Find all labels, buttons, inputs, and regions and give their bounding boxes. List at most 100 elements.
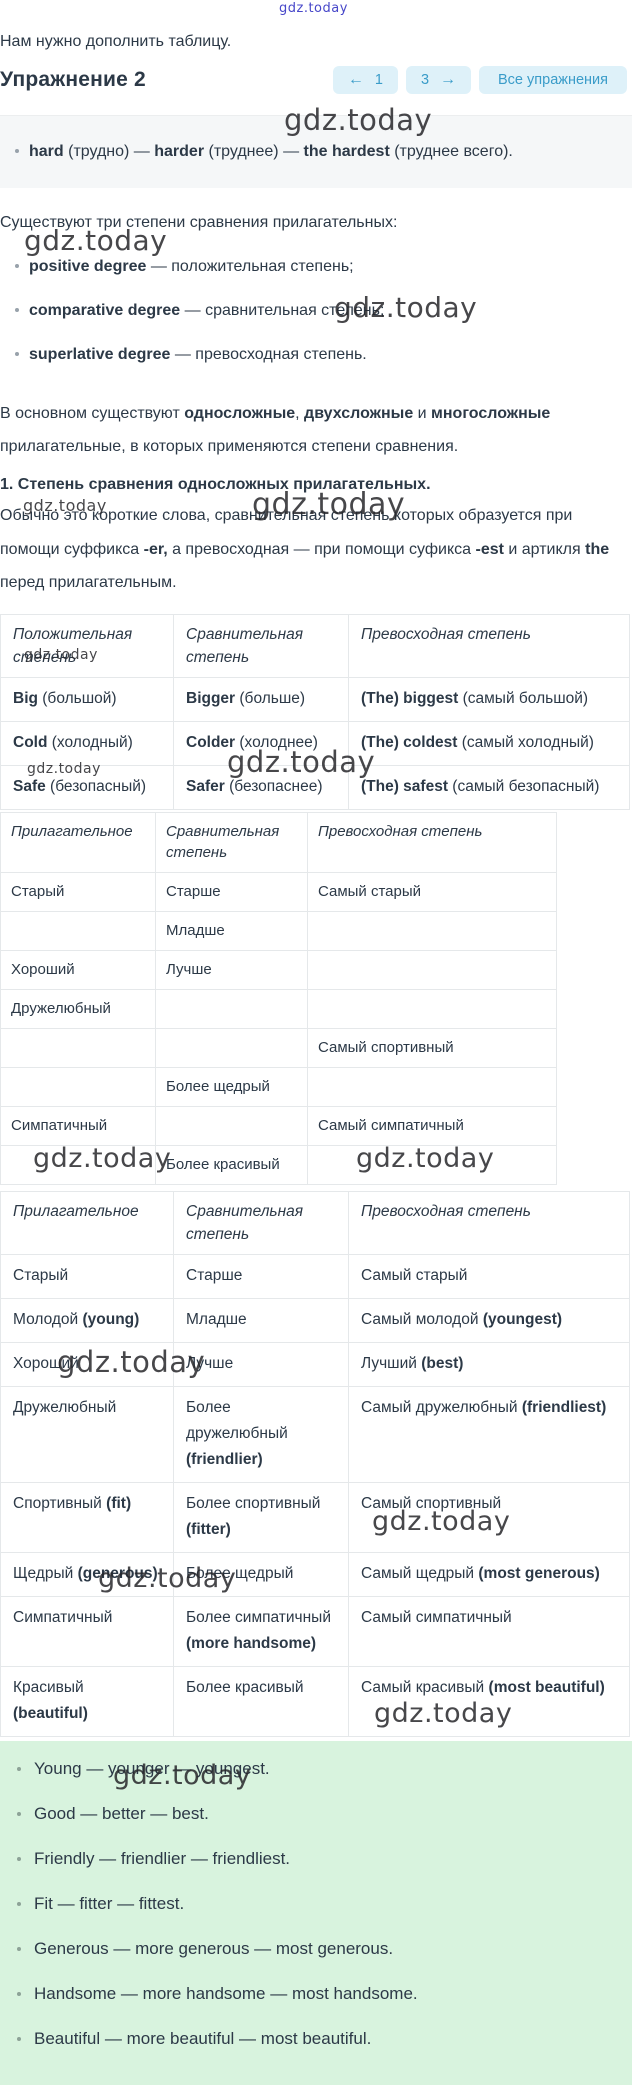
table-cell xyxy=(307,1144,557,1185)
table-cell xyxy=(155,1105,308,1146)
table-cell xyxy=(0,1027,156,1068)
table-cell: Хороший xyxy=(0,1341,174,1387)
table-cell: Симпатичный xyxy=(0,1105,156,1146)
list-item: Friendly — friendlier — friendliest. xyxy=(0,1848,632,1870)
list-item: Good — better — best. xyxy=(0,1803,632,1825)
prev-exercise-button[interactable]: ← 1 xyxy=(332,66,398,94)
table-cell: Safe (безопасный) xyxy=(0,764,174,810)
table-cell xyxy=(307,988,557,1029)
task-intro-text: Нам нужно дополнить таблицу. xyxy=(0,33,232,50)
column-header: Сравнительная степень xyxy=(173,1190,349,1255)
list-item-text: Beautiful — more beautiful — most beauti… xyxy=(34,2028,372,2048)
table-cell: Лучше xyxy=(155,949,308,990)
answer-example-panel: hard (трудно) — harder (труднее) — the h… xyxy=(0,115,632,188)
degrees-list: positive degree — положительная степень;… xyxy=(0,256,632,365)
next-exercise-button[interactable]: 3 → xyxy=(405,66,472,94)
list-item: superlative degree — превосходная степен… xyxy=(0,344,632,365)
table-row: Более щедрый xyxy=(0,1066,557,1107)
table-cell: Более красивый xyxy=(173,1665,349,1737)
table-header-row: Прилагательное Сравнительная степень Прево… xyxy=(0,811,557,873)
table-row: Хороший Лучше xyxy=(0,949,557,990)
table-cell: Самый старый xyxy=(348,1253,630,1299)
bullet-dot xyxy=(17,1991,21,1996)
list-item: Beautiful — more beautiful — most beauti… xyxy=(0,2028,632,2050)
column-header: Сравнительная степень xyxy=(173,613,349,678)
table-cell: Красивый (beautiful) xyxy=(0,1665,174,1737)
arrow-left-icon: ← xyxy=(347,71,364,88)
table-cell: Самый спортивный xyxy=(307,1027,557,1068)
table-cell: Более дружелюбный (friendlier) xyxy=(173,1385,349,1483)
table-row: Safe (безопасный) Safer (безопаснее) (The)… xyxy=(0,764,630,810)
table-cell: Младше xyxy=(173,1297,349,1343)
column-header: Прилагательное xyxy=(0,811,156,873)
table-cell: Самый красивый (most beautiful) xyxy=(348,1665,630,1737)
table-cell xyxy=(0,1066,156,1107)
list-item-text: positive degree — положительная степень; xyxy=(29,258,354,275)
bullet-dot xyxy=(15,308,19,312)
table-cell: Молодой (young) xyxy=(0,1297,174,1343)
gdz-watermark: gdz.today xyxy=(279,1,348,16)
table-cell: Самый щедрый (most generous) xyxy=(348,1551,630,1597)
table-cell: Лучше xyxy=(173,1341,349,1387)
bullet-dot xyxy=(17,2036,21,2041)
table-row: Дружелюбный xyxy=(0,988,557,1029)
table-cell xyxy=(307,949,557,990)
table-row: Самый спортивный xyxy=(0,1027,557,1068)
table-cell: Самый спортивный xyxy=(348,1481,630,1553)
column-header: Положительная степень xyxy=(0,613,174,678)
table-cell: Спортивный (fit) xyxy=(0,1481,174,1553)
table-cell: Colder (холоднее) xyxy=(173,720,349,766)
table-cell: Старше xyxy=(173,1253,349,1299)
table-row: Молодой (young) Младше Самый молодой (youn… xyxy=(0,1297,630,1343)
syllables-paragraph: В основном существуют односложные, двухс… xyxy=(0,405,551,455)
table-row: Big (большой) Bigger (больше) (The) bigges… xyxy=(0,676,630,722)
exercise-nav: ← 1 3 → Все упражнения xyxy=(332,66,627,94)
table-cell xyxy=(307,1066,557,1107)
table-cell xyxy=(155,1027,308,1068)
table-row: Симпатичный Самый симпатичный xyxy=(0,1105,557,1146)
list-item: positive degree — положительная степень; xyxy=(0,256,632,277)
table-cell: Лучший (best) xyxy=(348,1341,630,1387)
table-header-row: Прилагательное Сравнительная степень Прево… xyxy=(0,1190,630,1255)
bullet-dot xyxy=(17,1811,21,1816)
column-header: Превосходная степень xyxy=(307,811,557,873)
bullet-dot xyxy=(15,352,19,356)
suffix-paragraph: Обычно это короткие слова, сравнительная… xyxy=(0,507,610,591)
table-cell: Старше xyxy=(155,871,308,912)
all-exercises-button[interactable]: Все упражнения xyxy=(479,66,627,94)
table-row: Спортивный (fit) Более спортивный (fitter… xyxy=(0,1481,630,1553)
column-header: Превосходная степень xyxy=(348,613,630,678)
table-cell xyxy=(0,1144,156,1185)
table-row: Старый Старше Самый старый xyxy=(0,871,557,912)
solution-table: Прилагательное Сравнительная степень Прево… xyxy=(0,1190,630,1737)
list-item: comparative degree — сравнительная степе… xyxy=(0,300,632,321)
table-cell: Big (большой) xyxy=(0,676,174,722)
table-row: Cold (холодный) Colder (холоднее) (The) co… xyxy=(0,720,630,766)
table-row: Младше xyxy=(0,910,557,951)
list-item-text: Fit — fitter — fittest. xyxy=(34,1893,185,1913)
table-cell: Дружелюбный xyxy=(0,1385,174,1483)
table-cell: Самый старый xyxy=(307,871,557,912)
degrees-intro-text: Существуют три степени сравнения прилага… xyxy=(0,214,398,231)
list-item-text: comparative degree — сравнительная степе… xyxy=(29,302,385,319)
next-exercise-number: 3 xyxy=(420,72,430,88)
table-cell: Более красивый xyxy=(155,1144,308,1185)
column-header: Превосходная степень xyxy=(348,1190,630,1255)
table-cell: (The) safest (самый безопасный) xyxy=(348,764,630,810)
list-item-text: Good — better — best. xyxy=(34,1803,209,1823)
table-cell xyxy=(0,910,156,951)
bullet-dot xyxy=(17,1766,21,1771)
list-item: Generous — more generous — most generous… xyxy=(0,1938,632,1960)
bullet-dot xyxy=(17,1856,21,1861)
table-cell: Симпатичный xyxy=(0,1595,174,1667)
bullet-dot xyxy=(15,264,19,268)
table-cell: Самый симпатичный xyxy=(348,1595,630,1667)
table-cell: Safer (безопаснее) xyxy=(173,764,349,810)
list-item-text: hard (трудно) — harder (труднее) — the h… xyxy=(29,143,513,160)
table-cell: (The) biggest (самый большой) xyxy=(348,676,630,722)
table-row: Более красивый xyxy=(0,1144,557,1185)
table-cell: Bigger (больше) xyxy=(173,676,349,722)
list-item-text: Friendly — friendlier — friendliest. xyxy=(34,1848,291,1868)
table-row: Симпатичный Более симпатичный (more hands… xyxy=(0,1595,630,1667)
table-cell: Младше xyxy=(155,910,308,951)
